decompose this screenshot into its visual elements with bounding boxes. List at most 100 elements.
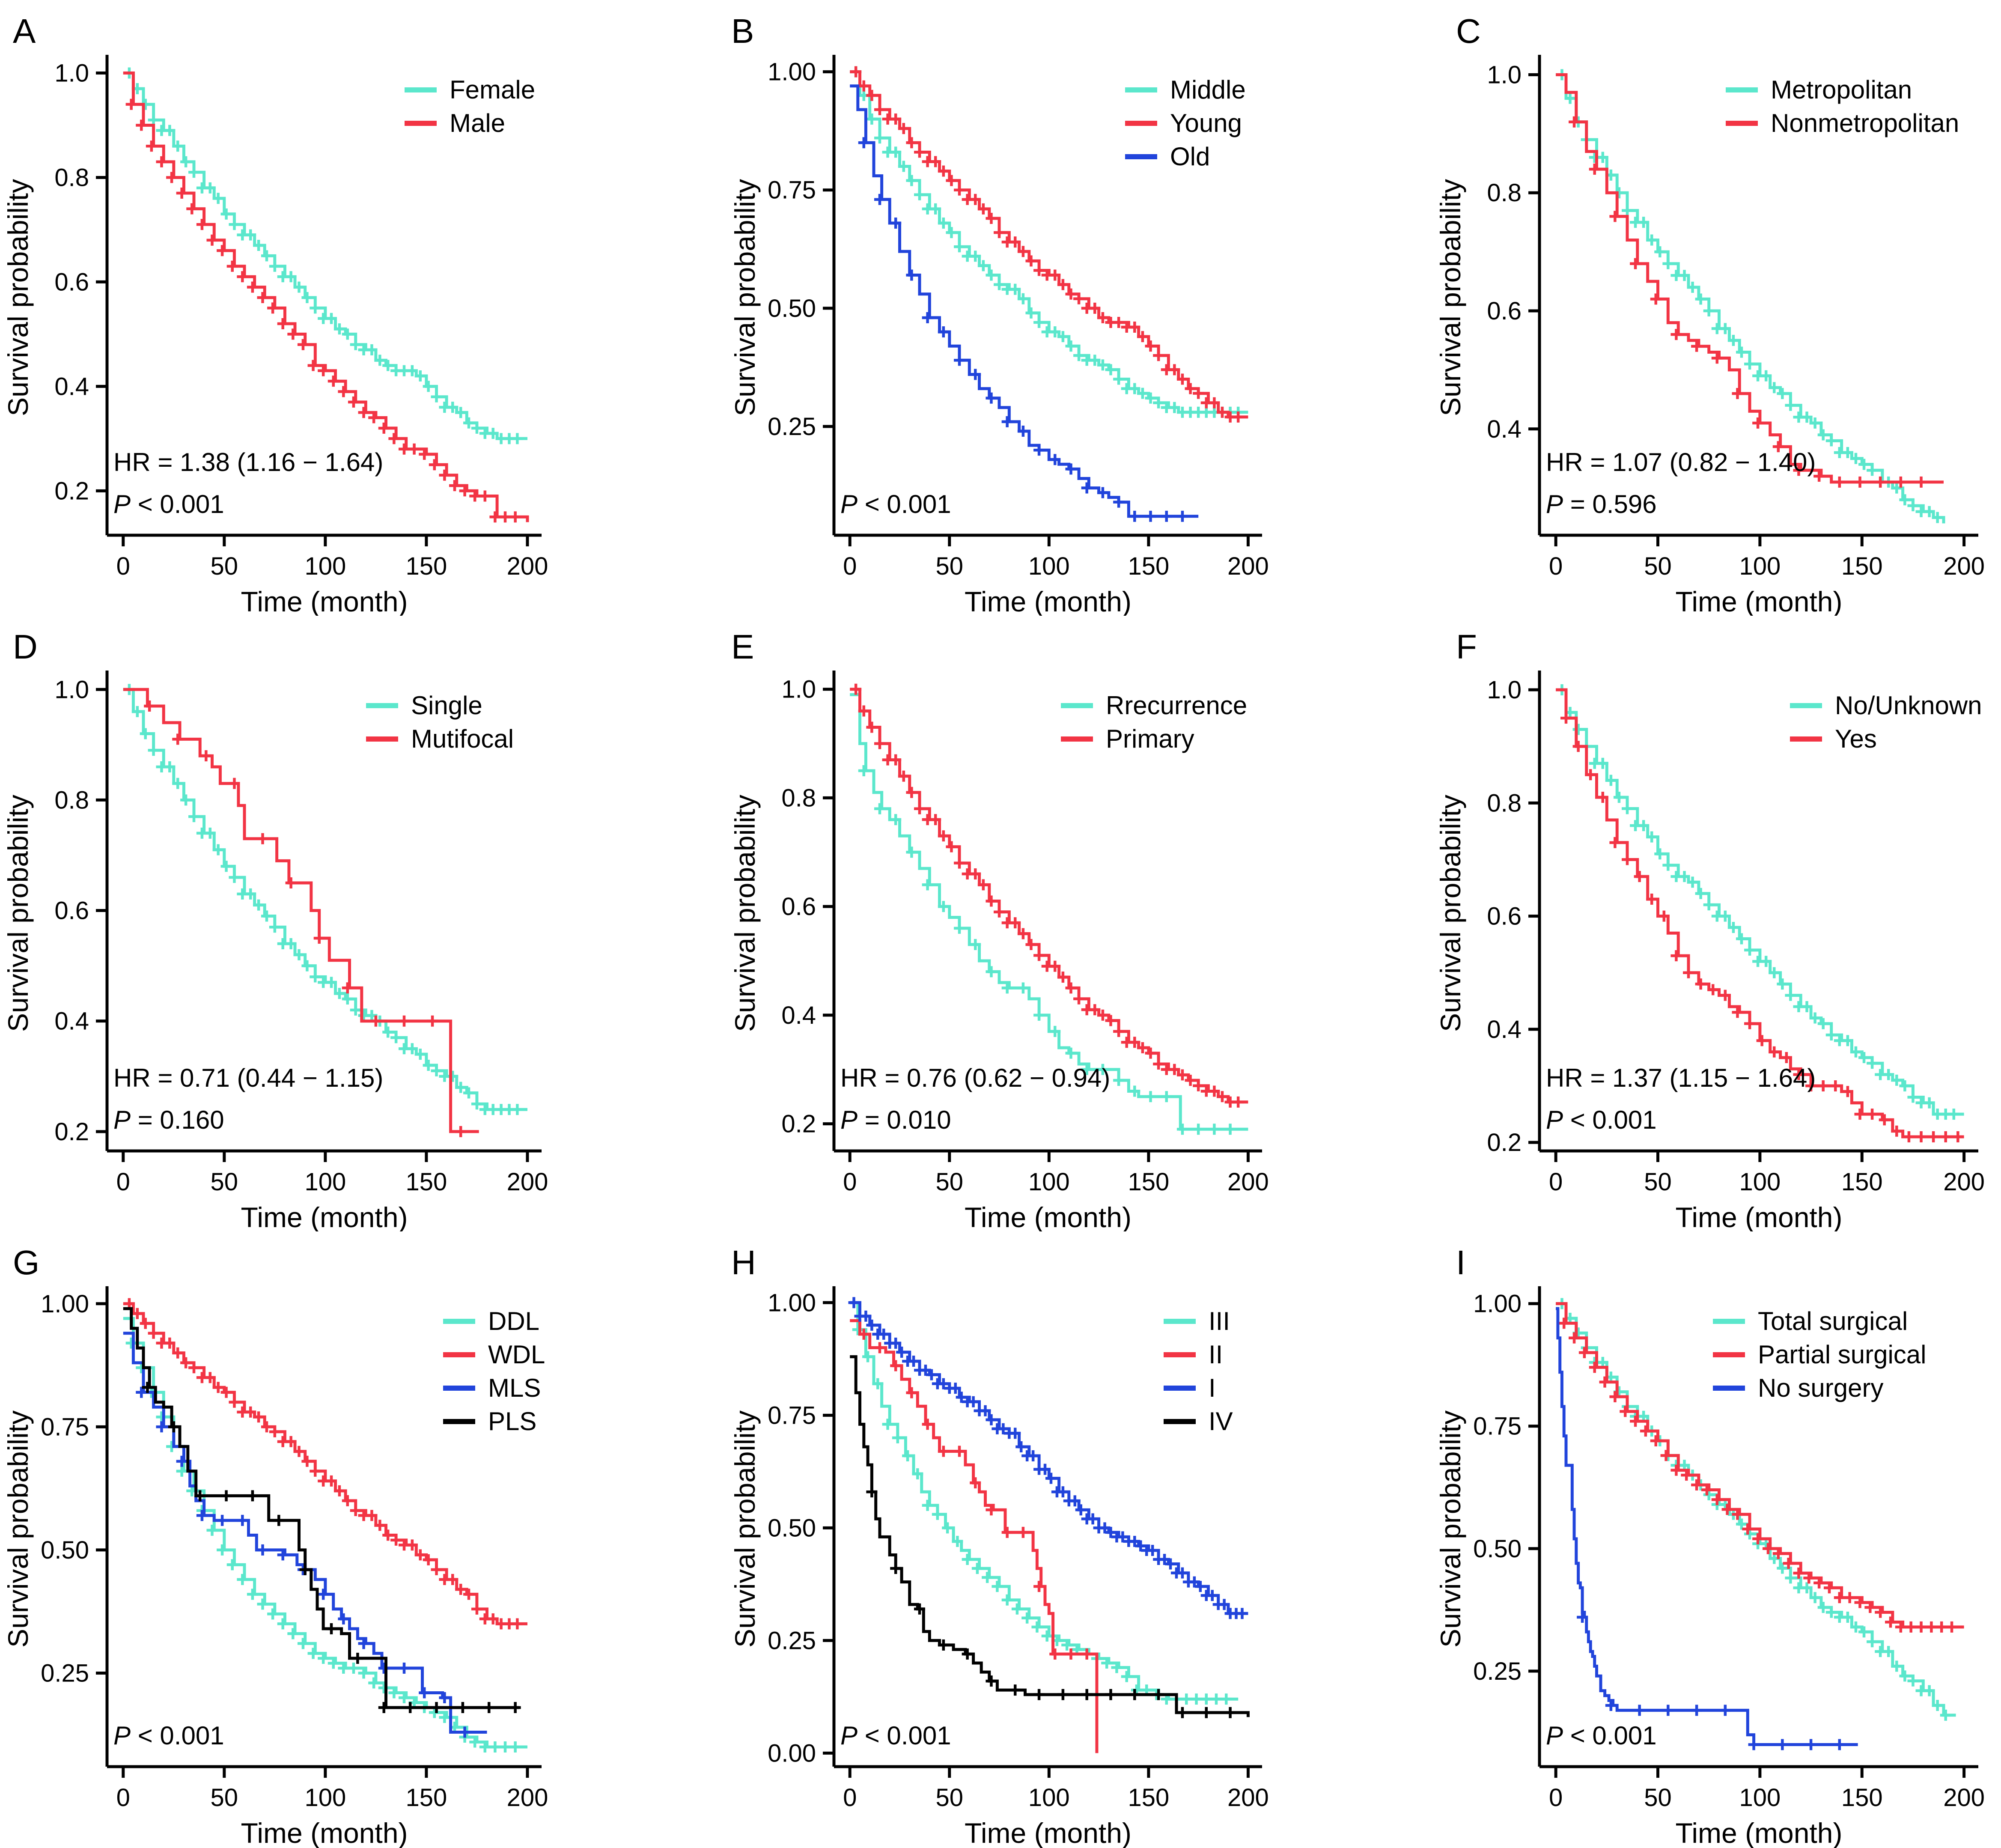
x-tick-label: 50 (211, 1784, 238, 1812)
p-value-symbol: P (113, 1721, 131, 1750)
x-tick-label: 0 (116, 1168, 130, 1196)
x-axis-title: Time (month) (241, 1817, 408, 1848)
panel-label: C (1456, 12, 1481, 50)
legend-label-i: I (1209, 1374, 1216, 1402)
x-axis-title: Time (month) (1676, 1817, 1843, 1848)
km-plot-F: F 0.2 0.4 0.6 0.8 1.0 0 50 100 150 200 Survival pro… (1435, 628, 1985, 1231)
x-tick-label: 100 (304, 1168, 346, 1196)
p-value-rest: < 0.001 (1563, 1106, 1657, 1134)
hr-text: HR = 1.37 (1.15 − 1.64) (1546, 1064, 1816, 1092)
x-axis-title: Time (month) (965, 1201, 1132, 1231)
km-plot-D: D 0.2 0.4 0.6 0.8 1.0 0 50 100 150 200 Survival pro… (2, 628, 548, 1231)
x-tick-label: 50 (211, 1168, 238, 1196)
y-tick-label: 0.2 (54, 1118, 89, 1146)
y-tick-label: 0.75 (768, 1401, 816, 1429)
hr-text: HR = 0.71 (0.44 − 1.15) (113, 1064, 383, 1092)
y-axis-title: Survival probability (2, 179, 34, 416)
panel-label: E (731, 628, 754, 666)
km-curve-old (850, 84, 1199, 518)
x-tick-label: 50 (1644, 552, 1672, 580)
x-tick-label: 150 (1841, 552, 1883, 580)
p-value-rest: < 0.001 (131, 490, 224, 519)
censor-marks-young (850, 66, 1244, 423)
p-value-text: P = 0.160 (113, 1106, 224, 1134)
km-panel-I: I 0.25 0.50 0.75 1.00 0 50 100 150 200 Survival pr… (1334, 1231, 2001, 1848)
x-tick-label: 200 (507, 1784, 548, 1812)
p-value-text: P < 0.001 (1546, 1721, 1657, 1750)
y-tick-label: 0.2 (54, 477, 89, 505)
x-axis-title: Time (month) (241, 1201, 408, 1231)
y-tick-label: 0.25 (768, 413, 816, 441)
legend-label-iv: IV (1209, 1407, 1233, 1436)
legend-label-partial-surgical: Partial surgical (1758, 1340, 1927, 1369)
legend-label-yes: Yes (1835, 724, 1877, 753)
p-value-text: P < 0.001 (1546, 1106, 1657, 1134)
x-tick-label: 0 (1549, 1168, 1563, 1196)
legend-label-nonmetropolitan: Nonmetropolitan (1771, 109, 1959, 137)
y-axis-title: Survival probability (1435, 1410, 1466, 1648)
y-tick-label: 1.0 (1487, 676, 1522, 704)
y-tick-label: 0.8 (54, 786, 89, 814)
x-tick-label: 100 (1028, 552, 1070, 580)
x-tick-label: 100 (1739, 552, 1781, 580)
x-tick-label: 50 (1644, 1168, 1672, 1196)
y-tick-label: 0.8 (1487, 789, 1522, 817)
hr-text: HR = 0.76 (0.62 − 0.94) (840, 1064, 1110, 1092)
legend-label-middle: Middle (1170, 75, 1246, 104)
x-tick-label: 0 (843, 1168, 857, 1196)
p-value-symbol: P (1546, 1721, 1563, 1750)
p-value-rest: = 0.596 (1563, 490, 1657, 519)
panel-label: F (1456, 628, 1477, 666)
x-axis-title: Time (month) (1676, 1201, 1843, 1231)
y-tick-label: 0.25 (1473, 1657, 1522, 1685)
y-tick-label: 0.4 (54, 373, 89, 400)
censor-marks-partial-surgical (1558, 1317, 1958, 1633)
x-tick-label: 200 (1227, 552, 1269, 580)
x-tick-label: 150 (1128, 1168, 1169, 1196)
x-tick-label: 50 (211, 552, 238, 580)
p-value-text: P < 0.001 (840, 1721, 951, 1750)
x-tick-label: 200 (1943, 1168, 1985, 1196)
x-tick-label: 150 (1128, 552, 1169, 580)
km-panel-G: G 0.25 0.50 0.75 1.00 0 50 100 150 200 Survival pr… (0, 1231, 667, 1848)
y-tick-label: 0.25 (768, 1627, 816, 1654)
legend-label-young: Young (1170, 109, 1242, 137)
x-tick-label: 150 (1128, 1784, 1169, 1812)
p-value-text: P < 0.001 (113, 1721, 224, 1750)
legend-label-metropolitan: Metropolitan (1771, 75, 1912, 104)
x-tick-label: 200 (1227, 1784, 1269, 1812)
legend-label-ddl: DDL (488, 1307, 539, 1335)
hr-text: HR = 1.07 (0.82 − 1.40) (1546, 448, 1816, 477)
km-curve-mutifocal (123, 688, 479, 1133)
p-value-symbol: P (113, 1106, 131, 1134)
censor-marks-mutifocal (144, 700, 467, 1137)
x-axis-title: Time (month) (965, 1817, 1132, 1848)
y-tick-label: 0.8 (781, 784, 816, 812)
p-value-text: P < 0.001 (113, 490, 224, 519)
legend-label-total-surgical: Total surgical (1758, 1307, 1908, 1335)
km-curve-pls (123, 1307, 520, 1709)
y-tick-label: 0.6 (1487, 903, 1522, 930)
km-plot-B: B 0.25 0.50 0.75 1.00 0 50 100 150 200 Survival pr… (729, 12, 1269, 616)
km-panel-D: D 0.2 0.4 0.6 0.8 1.0 0 50 100 150 200 Survival pro… (0, 616, 667, 1231)
x-tick-label: 150 (406, 552, 447, 580)
y-tick-label: 0.2 (781, 1110, 816, 1138)
km-plot-I: I 0.25 0.50 0.75 1.00 0 50 100 150 200 Survival pr… (1435, 1243, 1985, 1848)
y-axis-title: Survival probability (1435, 179, 1466, 416)
y-tick-label: 0.6 (54, 268, 89, 296)
km-panel-H: H 0.00 0.25 0.50 0.75 1.00 0 50 100 150 200 Surviva… (667, 1231, 1334, 1848)
p-value-symbol: P (840, 490, 858, 519)
p-value-rest: < 0.001 (858, 1721, 951, 1750)
km-plot-G: G 0.25 0.50 0.75 1.00 0 50 100 150 200 Survival pr… (2, 1243, 548, 1848)
x-tick-label: 150 (406, 1168, 447, 1196)
censor-marks-no-unknown (1556, 684, 1959, 1120)
x-tick-label: 100 (1028, 1784, 1070, 1812)
x-tick-label: 200 (1227, 1168, 1269, 1196)
p-value-text: P = 0.596 (1546, 490, 1657, 519)
km-curve-mls (123, 1332, 487, 1734)
censor-marks-primary (850, 683, 1244, 1108)
x-tick-label: 0 (116, 552, 130, 580)
x-tick-label: 0 (1549, 552, 1563, 580)
y-tick-label: 0.8 (54, 164, 89, 191)
censor-marks-pls (142, 1382, 521, 1713)
